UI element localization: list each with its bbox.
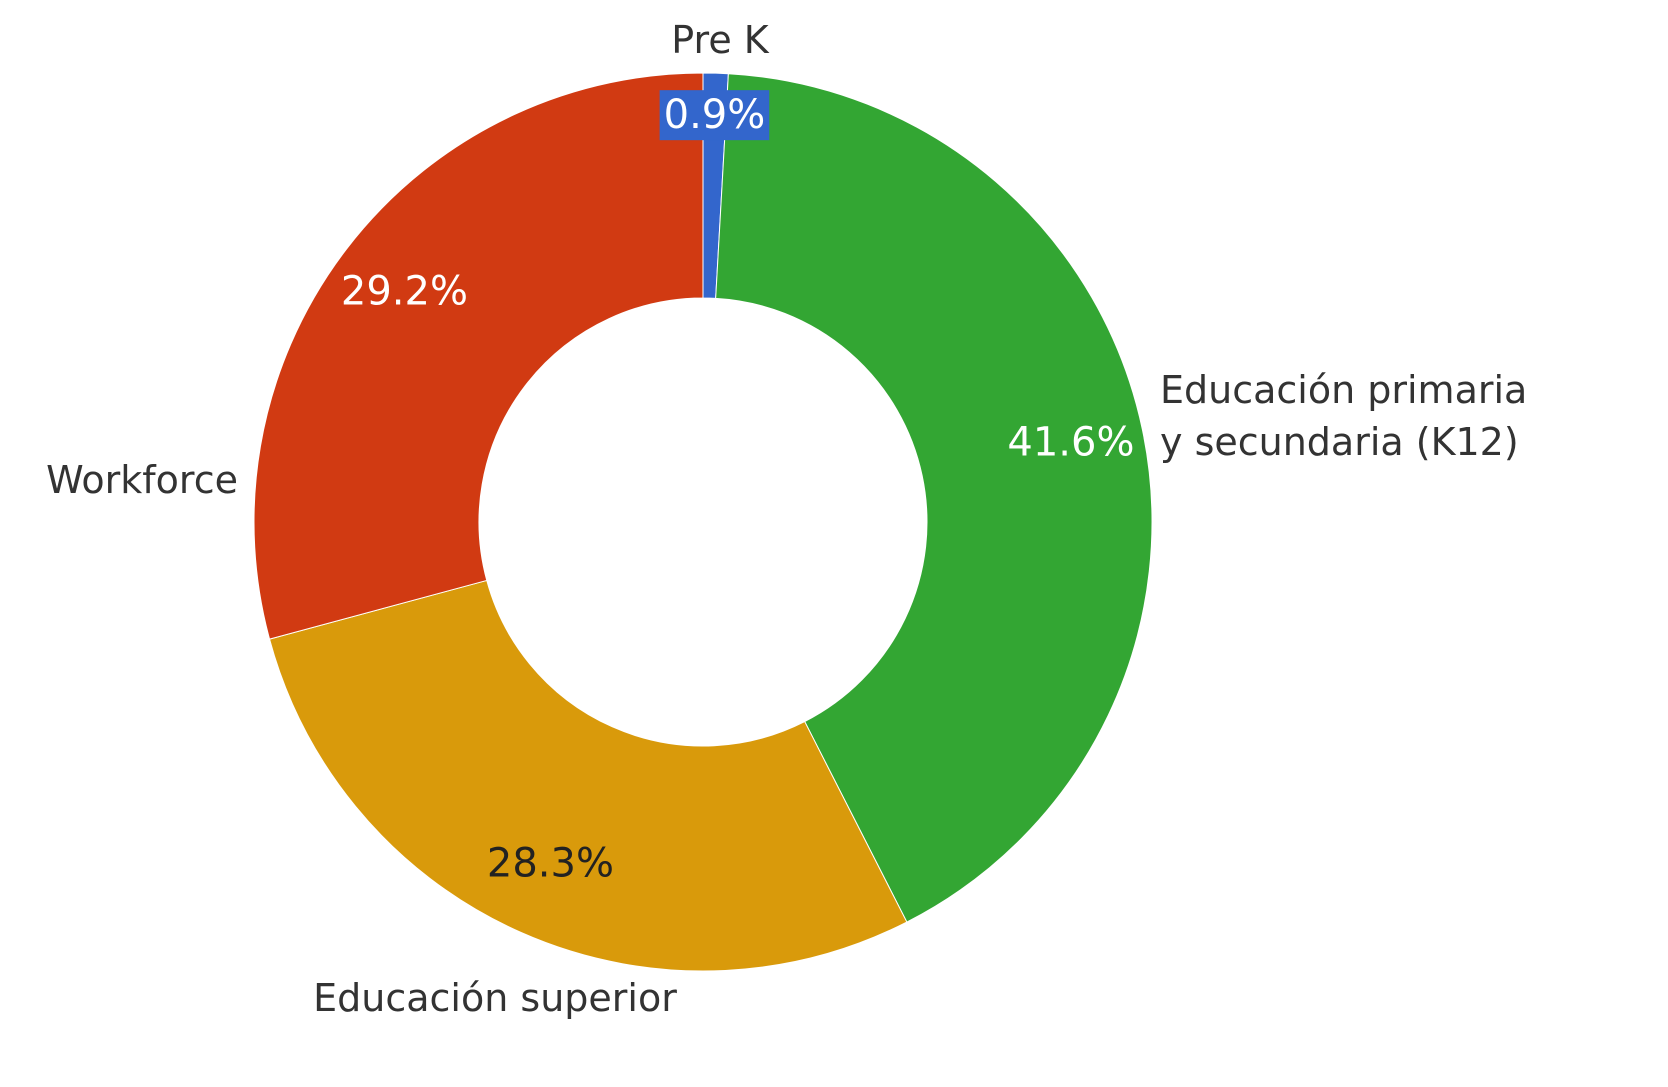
value-label: 29.2% [341,268,468,314]
value-label-group: 41.6% [1007,420,1134,466]
category-label: Educación primaria y secundaria (K12) [1160,368,1528,464]
value-label-group: 0.9% [659,90,770,141]
donut-slice [715,73,1153,923]
value-label: 0.9% [664,92,766,138]
value-label-bg [659,90,770,141]
category-label: Pre K [671,18,769,62]
value-label-group: 28.3% [487,841,614,887]
value-label: 28.3% [487,841,614,887]
donut-slice [253,72,704,640]
category-label: Educación superior [313,976,677,1020]
donut-slice [268,579,908,972]
value-label-group: 29.2% [341,268,468,314]
value-label: 41.6% [1007,420,1134,466]
category-label: Workforce [46,458,238,502]
